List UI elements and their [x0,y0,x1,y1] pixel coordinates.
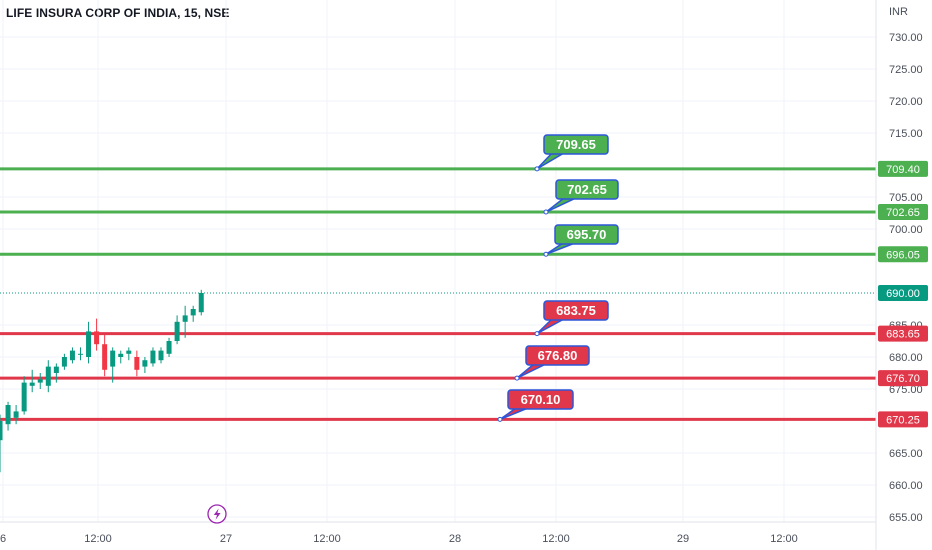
callout-label: 709.65 [556,137,596,152]
price-tick-label: 655.00 [889,512,923,524]
candle-body [158,350,164,361]
time-tick-label: 12:00 [313,533,341,545]
callout-box [543,300,609,321]
level-price-tag-label: 702.65 [886,207,920,219]
candle-body [190,309,196,316]
level-price-tag-label: 676.70 [886,373,920,385]
last-price-tag [878,285,928,301]
callout-box [525,345,590,366]
callout-anchor [534,331,540,337]
callout-pointer [536,318,565,335]
level-price-tag [878,204,928,221]
candle-body [110,350,116,367]
price-tick-label: 700.00 [889,224,923,236]
time-tick-label: 12:00 [770,533,798,545]
horizontal-levels [0,167,876,421]
callout-anchor [543,209,549,215]
level-price-tag [878,325,928,342]
price-tick-label: 680.00 [889,352,923,364]
time-axis: 6 12:00 27 12:00 28 12:00 29 12:00 [0,521,876,545]
chart-title: LIFE INSURA CORP OF INDIA, 15, NSE [6,6,230,20]
callout-box [543,134,609,155]
candle-body [13,411,19,418]
callout-anchor [497,416,503,422]
level-price-tag [878,246,928,263]
level-price-tag [878,160,928,177]
time-tick-label: 12:00 [542,533,570,545]
callout-box [555,179,619,200]
level-price-tag-label: 709.40 [886,164,920,176]
candle-body [182,315,188,322]
candle-body [45,366,51,386]
price-tick-label: 725.00 [889,64,923,76]
candle-body [94,331,100,345]
candle-body [69,350,75,361]
price-tick-label: 665.00 [889,448,923,460]
candle-body [126,350,132,354]
candle-body [29,382,35,386]
price-axis: INR 730.00 725.00 720.00 715.00 705.00 700.00 6… [875,0,928,550]
time-tick-label: 12:00 [84,533,112,545]
candlestick-series [0,289,204,473]
level-price-tag-label: 696.05 [886,249,920,261]
callout-box [507,389,574,410]
price-tick-label: 660.00 [889,480,923,492]
callout-pointer [545,197,577,213]
callout-box [554,224,619,245]
price-tick-label: 730.00 [889,32,923,44]
price-tick-label: 675.00 [889,384,923,396]
level-price-tag [878,370,928,387]
currency-label: INR [889,6,908,18]
candle-body [61,357,67,367]
candle-body [0,421,3,441]
chart-grid [0,0,876,522]
candle-body [150,350,156,364]
callout-label: 676.80 [538,348,578,363]
time-tick-label: 27 [220,533,232,545]
price-tick-label: 705.00 [889,192,923,204]
callout-pointer [536,152,565,170]
callout-label: 670.10 [521,392,561,407]
callout-pointer [516,363,547,379]
time-tick-label: 6 [0,533,6,545]
time-tick-label: 28 [449,533,461,545]
candle-body [166,341,172,354]
callout-anchor [534,166,540,172]
callout-anchor [543,251,549,257]
candle-body [5,405,11,425]
callout-label: 683.75 [556,303,596,318]
callout-label: 702.65 [567,182,607,197]
level-price-tag-label: 683.65 [886,329,920,341]
candle-body [53,366,59,373]
candle-body [78,353,83,355]
candle-body [174,321,180,341]
price-tick-label: 715.00 [889,128,923,140]
level-price-tag [878,411,928,428]
candle-body [37,379,43,383]
time-tick-label: 29 [677,533,689,545]
candle-body [198,293,204,313]
candle-body [21,382,27,412]
callout-anchor [514,375,520,381]
level-callouts: 709.65 702.65 695.70 683.75 676.80 670.10 [497,134,619,422]
lightning-bolt-icon[interactable] [207,504,227,524]
candle-body [86,331,92,357]
candle-body [102,344,108,370]
candle-body [118,353,124,357]
level-price-tag-label: 670.25 [886,414,920,426]
last-price-tag-label: 690.00 [886,288,920,300]
candle-body [134,357,140,370]
callout-label: 695.70 [567,227,607,242]
price-tick-label: 720.00 [889,96,923,108]
candle-body [142,360,148,367]
